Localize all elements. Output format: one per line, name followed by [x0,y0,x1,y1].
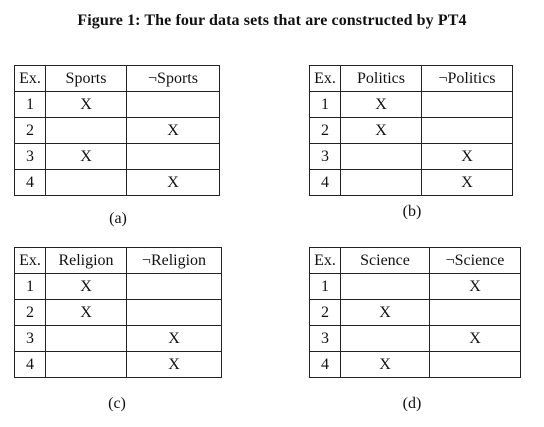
cell-positive [340,273,430,300]
header-ex: Ex. [14,247,46,274]
cell-negative: X [126,351,222,378]
caption-d: (d) [402,395,422,412]
cell-negative: X [429,325,521,352]
cell-positive [340,325,430,352]
table-row: 3 X [14,325,222,352]
cell-ex: 3 [309,325,341,352]
table-row: 3 X [14,143,220,170]
cell-positive: X [340,351,430,378]
table-b-politics: Ex. Politics ¬Politics 1 X 2 X 3 X 4 X [309,65,513,196]
cell-ex: 1 [309,91,341,118]
table-row: 4 X [14,351,222,378]
cell-positive: X [340,117,422,144]
caption-b: (b) [402,203,422,220]
cell-negative [421,91,513,118]
cell-ex: 2 [14,117,46,144]
cell-negative: X [126,169,220,196]
cell-negative: X [421,143,513,170]
header-ex: Ex. [309,247,341,274]
cell-negative [421,117,513,144]
cell-positive: X [45,299,127,326]
cell-ex: 1 [14,273,46,300]
table-a-sports: Ex. Sports ¬Sports 1 X 2 X 3 X 4 X [14,65,220,196]
table-row: 3 X [309,325,521,352]
table-row: 1 X [309,273,521,300]
header-not-category: ¬Science [429,247,521,274]
table-header-row: Ex. Politics ¬Politics [309,65,513,92]
table-header-row: Ex. Sports ¬Sports [14,65,220,92]
cell-positive [340,169,422,196]
table-header-row: Ex. Science ¬Science [309,247,521,274]
header-ex: Ex. [309,65,341,92]
header-not-category: ¬Religion [126,247,222,274]
cell-ex: 2 [14,299,46,326]
table-row: 2 X [309,299,521,326]
table-c-religion: Ex. Religion ¬Religion 1 X 2 X 3 X 4 X [14,247,222,378]
cell-positive: X [340,299,430,326]
table-row: 1 X [14,273,222,300]
header-category: Sports [45,65,127,92]
cell-negative [126,299,222,326]
header-category: Science [340,247,430,274]
header-not-category: ¬Sports [126,65,220,92]
cell-negative: X [126,325,222,352]
cell-negative [126,143,220,170]
cell-ex: 3 [14,325,46,352]
cell-negative [126,91,220,118]
cell-positive: X [45,91,127,118]
cell-positive [45,169,127,196]
caption-c: (c) [108,395,126,412]
figure-title: Figure 1: The four data sets that are co… [77,12,467,29]
cell-negative: X [429,273,521,300]
header-not-category: ¬Politics [421,65,513,92]
table-row: 2 X [309,117,513,144]
table-header-row: Ex. Religion ¬Religion [14,247,222,274]
cell-positive [45,325,127,352]
table-row: 3 X [309,143,513,170]
cell-ex: 4 [309,169,341,196]
caption-a: (a) [109,210,127,227]
table-row: 4 X [14,169,220,196]
table-row: 2 X [14,299,222,326]
cell-ex: 4 [309,351,341,378]
cell-ex: 4 [14,351,46,378]
cell-ex: 1 [309,273,341,300]
cell-positive [45,117,127,144]
cell-ex: 2 [309,117,341,144]
cell-ex: 3 [309,143,341,170]
cell-negative [126,273,222,300]
table-row: 1 X [14,91,220,118]
table-d-science: Ex. Science ¬Science 1 X 2 X 3 X 4 X [309,247,521,378]
cell-ex: 2 [309,299,341,326]
table-row: 4 X [309,351,521,378]
table-row: 4 X [309,169,513,196]
cell-ex: 3 [14,143,46,170]
cell-negative [429,351,521,378]
table-row: 1 X [309,91,513,118]
cell-positive [340,143,422,170]
cell-positive: X [45,273,127,300]
cell-ex: 1 [14,91,46,118]
table-row: 2 X [14,117,220,144]
cell-negative: X [421,169,513,196]
header-ex: Ex. [14,65,46,92]
cell-positive [45,351,127,378]
header-category: Politics [340,65,422,92]
header-category: Religion [45,247,127,274]
cell-positive: X [340,91,422,118]
cell-negative [429,299,521,326]
cell-positive: X [45,143,127,170]
cell-ex: 4 [14,169,46,196]
cell-negative: X [126,117,220,144]
